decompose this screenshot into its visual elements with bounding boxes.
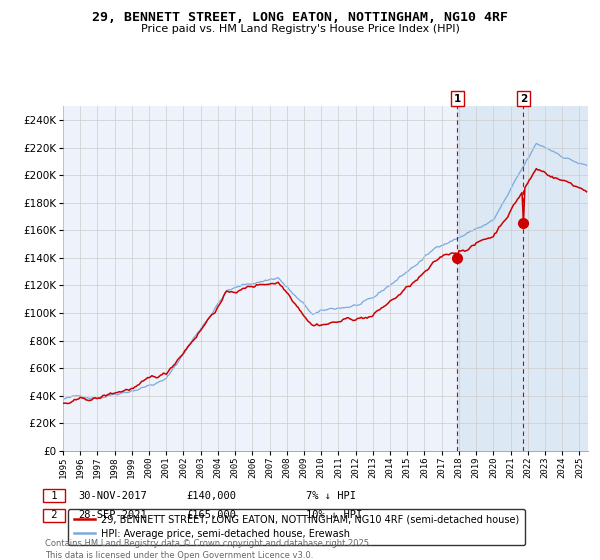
Text: 2: 2 bbox=[45, 510, 64, 520]
Text: 1: 1 bbox=[45, 491, 64, 501]
Bar bbox=[457, 106, 588, 451]
Text: Price paid vs. HM Land Registry's House Price Index (HPI): Price paid vs. HM Land Registry's House … bbox=[140, 24, 460, 34]
Text: 7% ↓ HPI: 7% ↓ HPI bbox=[306, 491, 356, 501]
Text: £165,000: £165,000 bbox=[186, 510, 236, 520]
Text: 29, BENNETT STREET, LONG EATON, NOTTINGHAM, NG10 4RF: 29, BENNETT STREET, LONG EATON, NOTTINGH… bbox=[92, 11, 508, 24]
Text: 30-NOV-2017: 30-NOV-2017 bbox=[78, 491, 147, 501]
Text: 2: 2 bbox=[520, 94, 527, 104]
Text: 10% ↓ HPI: 10% ↓ HPI bbox=[306, 510, 362, 520]
Legend: 29, BENNETT STREET, LONG EATON, NOTTINGHAM, NG10 4RF (semi-detached house), HPI:: 29, BENNETT STREET, LONG EATON, NOTTINGH… bbox=[68, 509, 525, 544]
Text: 28-SEP-2021: 28-SEP-2021 bbox=[78, 510, 147, 520]
Text: £140,000: £140,000 bbox=[186, 491, 236, 501]
Text: 1: 1 bbox=[454, 94, 461, 104]
Text: Contains HM Land Registry data © Crown copyright and database right 2025.
This d: Contains HM Land Registry data © Crown c… bbox=[45, 539, 371, 559]
